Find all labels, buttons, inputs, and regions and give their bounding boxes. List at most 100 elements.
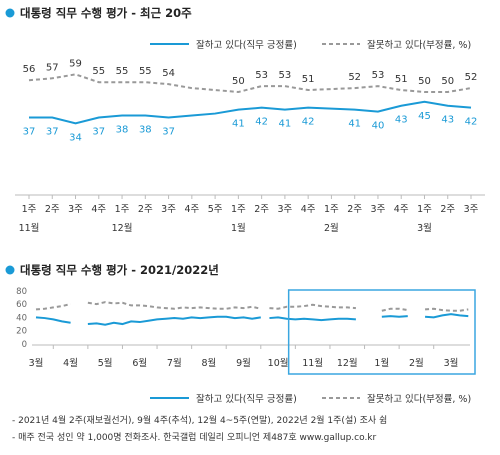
month-label: 12월 bbox=[112, 222, 133, 234]
negative-value-label: 51 bbox=[302, 74, 315, 85]
negative-value-label: 53 bbox=[372, 70, 385, 81]
y-tick-label: 20 bbox=[16, 327, 27, 337]
y-tick-label: 0 bbox=[22, 340, 27, 350]
month-label: 3월 bbox=[417, 222, 432, 234]
negative-value-label: 55 bbox=[116, 66, 129, 77]
negative-value-label: 52 bbox=[348, 72, 361, 83]
month-label: 6월 bbox=[132, 357, 147, 369]
positive-value-label: 38 bbox=[116, 125, 129, 136]
x-tick-label: 1주 bbox=[115, 204, 130, 215]
month-label: 1월 bbox=[374, 357, 389, 369]
chart2-title: 대통령 직무 수행 평가 - 2021/2022년 bbox=[20, 263, 219, 277]
negative-value-label: 55 bbox=[92, 66, 105, 77]
x-tick-label: 4주 bbox=[91, 204, 106, 215]
title-bullet-icon bbox=[5, 8, 15, 18]
x-tick-label: 1주 bbox=[231, 204, 246, 215]
negative-value-label: 54 bbox=[162, 68, 175, 79]
series-positive-segment bbox=[424, 313, 469, 319]
negative-value-label: 50 bbox=[232, 76, 245, 87]
series-negative-segment bbox=[381, 307, 408, 312]
positive-value-label: 34 bbox=[69, 132, 82, 143]
x-tick-label: 3주 bbox=[464, 204, 479, 215]
month-label: 10월 bbox=[268, 357, 289, 369]
positive-value-label: 43 bbox=[441, 115, 454, 126]
month-label: 3월 bbox=[444, 357, 459, 369]
footnote-1: - 2021년 4월 2주(재보궐선거), 9월 4주(추석), 12월 4~5… bbox=[12, 414, 387, 426]
negative-value-label: 50 bbox=[441, 76, 454, 87]
positive-value-label: 41 bbox=[279, 119, 292, 130]
month-label: 11월 bbox=[302, 357, 323, 369]
x-tick-label: 4주 bbox=[184, 204, 199, 215]
negative-value-label: 59 bbox=[69, 58, 82, 69]
x-tick-label: 3주 bbox=[277, 204, 292, 215]
title-bullet-icon bbox=[5, 265, 15, 275]
series-negative-segment bbox=[424, 307, 469, 312]
month-label: 8월 bbox=[202, 357, 217, 369]
series-positive-line bbox=[29, 100, 472, 125]
negative-value-label: 51 bbox=[395, 74, 408, 85]
x-tick-label: 1주 bbox=[22, 204, 37, 215]
series-negative-line bbox=[28, 73, 472, 94]
x-tick-label: 4주 bbox=[394, 204, 409, 215]
positive-value-label: 40 bbox=[372, 121, 385, 132]
legend1-positive-label: 잘하고 있다(직무 긍정률) bbox=[196, 39, 297, 51]
positive-value-label: 45 bbox=[418, 111, 431, 122]
series-negative-segment bbox=[87, 301, 262, 310]
month-label: 5월 bbox=[98, 357, 113, 369]
x-tick-label: 2주 bbox=[138, 204, 153, 215]
series-negative-segment bbox=[35, 303, 71, 311]
highlight-box bbox=[287, 289, 476, 375]
positive-value-label: 42 bbox=[255, 117, 268, 128]
x-tick-label: 2주 bbox=[254, 204, 269, 215]
negative-value-label: 53 bbox=[255, 70, 268, 81]
negative-value-label: 57 bbox=[46, 62, 59, 73]
legend2-positive-label: 잘하고 있다(직무 긍정률) bbox=[196, 393, 297, 405]
positive-value-label: 37 bbox=[46, 126, 59, 137]
month-label: 9월 bbox=[236, 357, 251, 369]
month-label: 11월 bbox=[19, 222, 40, 234]
series-positive-segment bbox=[35, 316, 71, 324]
positive-value-label: 42 bbox=[302, 117, 315, 128]
x-tick-label: 3주 bbox=[161, 204, 176, 215]
positive-value-label: 42 bbox=[465, 117, 478, 128]
positive-value-label: 37 bbox=[92, 126, 105, 137]
negative-value-label: 52 bbox=[465, 72, 478, 83]
x-tick-label: 4주 bbox=[301, 204, 316, 215]
positive-value-label: 37 bbox=[162, 126, 175, 137]
chart1-title: 대통령 직무 수행 평가 - 최근 20주 bbox=[20, 6, 192, 20]
footnote-2: - 매주 전국 성인 약 1,000명 전화조사. 한국갤럽 데일리 오피니언 … bbox=[12, 431, 377, 443]
month-label: 12월 bbox=[337, 357, 358, 369]
x-tick-label: 1주 bbox=[324, 204, 339, 215]
positive-value-label: 37 bbox=[23, 126, 36, 137]
month-label: 3월 bbox=[29, 357, 44, 369]
legend2-negative-label: 잘못하고 있다(부정률, %) bbox=[367, 393, 471, 405]
x-tick-label: 2주 bbox=[440, 204, 455, 215]
negative-value-label: 56 bbox=[23, 64, 36, 75]
series-negative-segment bbox=[269, 303, 356, 310]
y-tick-label: 40 bbox=[16, 313, 27, 323]
x-tick-label: 1주 bbox=[417, 204, 432, 215]
legend1-negative-label: 잘못하고 있다(부정률, %) bbox=[367, 39, 471, 51]
x-tick-label: 3주 bbox=[371, 204, 386, 215]
series-positive-segment bbox=[269, 316, 356, 322]
x-tick-label: 2주 bbox=[347, 204, 362, 215]
series-positive-segment bbox=[381, 315, 408, 318]
series-positive-segment bbox=[87, 315, 261, 326]
negative-value-label: 55 bbox=[139, 66, 152, 77]
x-tick-label: 5주 bbox=[208, 204, 223, 215]
negative-value-label: 50 bbox=[418, 76, 431, 87]
chart2-plot: 0 20 40 60 80 3월 4월 5월 6월 7월 8월 9월 10월 11월 12월 1월 2월 3월 bbox=[16, 287, 476, 375]
positive-value-label: 38 bbox=[139, 125, 152, 136]
month-label: 2월 bbox=[409, 357, 424, 369]
y-tick-label: 80 bbox=[16, 287, 27, 297]
month-label: 7월 bbox=[167, 357, 182, 369]
month-label: 2월 bbox=[324, 222, 339, 234]
x-tick-label: 3주 bbox=[68, 204, 83, 215]
x-tick-label: 2주 bbox=[45, 204, 60, 215]
month-label: 4월 bbox=[63, 357, 78, 369]
positive-value-label: 41 bbox=[232, 119, 245, 130]
negative-value-label: 53 bbox=[279, 70, 292, 81]
y-tick-label: 60 bbox=[16, 300, 27, 310]
chart1-plot: 37 37 34 37 38 38 37 41 42 41 42 41 40 43 45 43 42 56 57 59… bbox=[15, 58, 485, 234]
